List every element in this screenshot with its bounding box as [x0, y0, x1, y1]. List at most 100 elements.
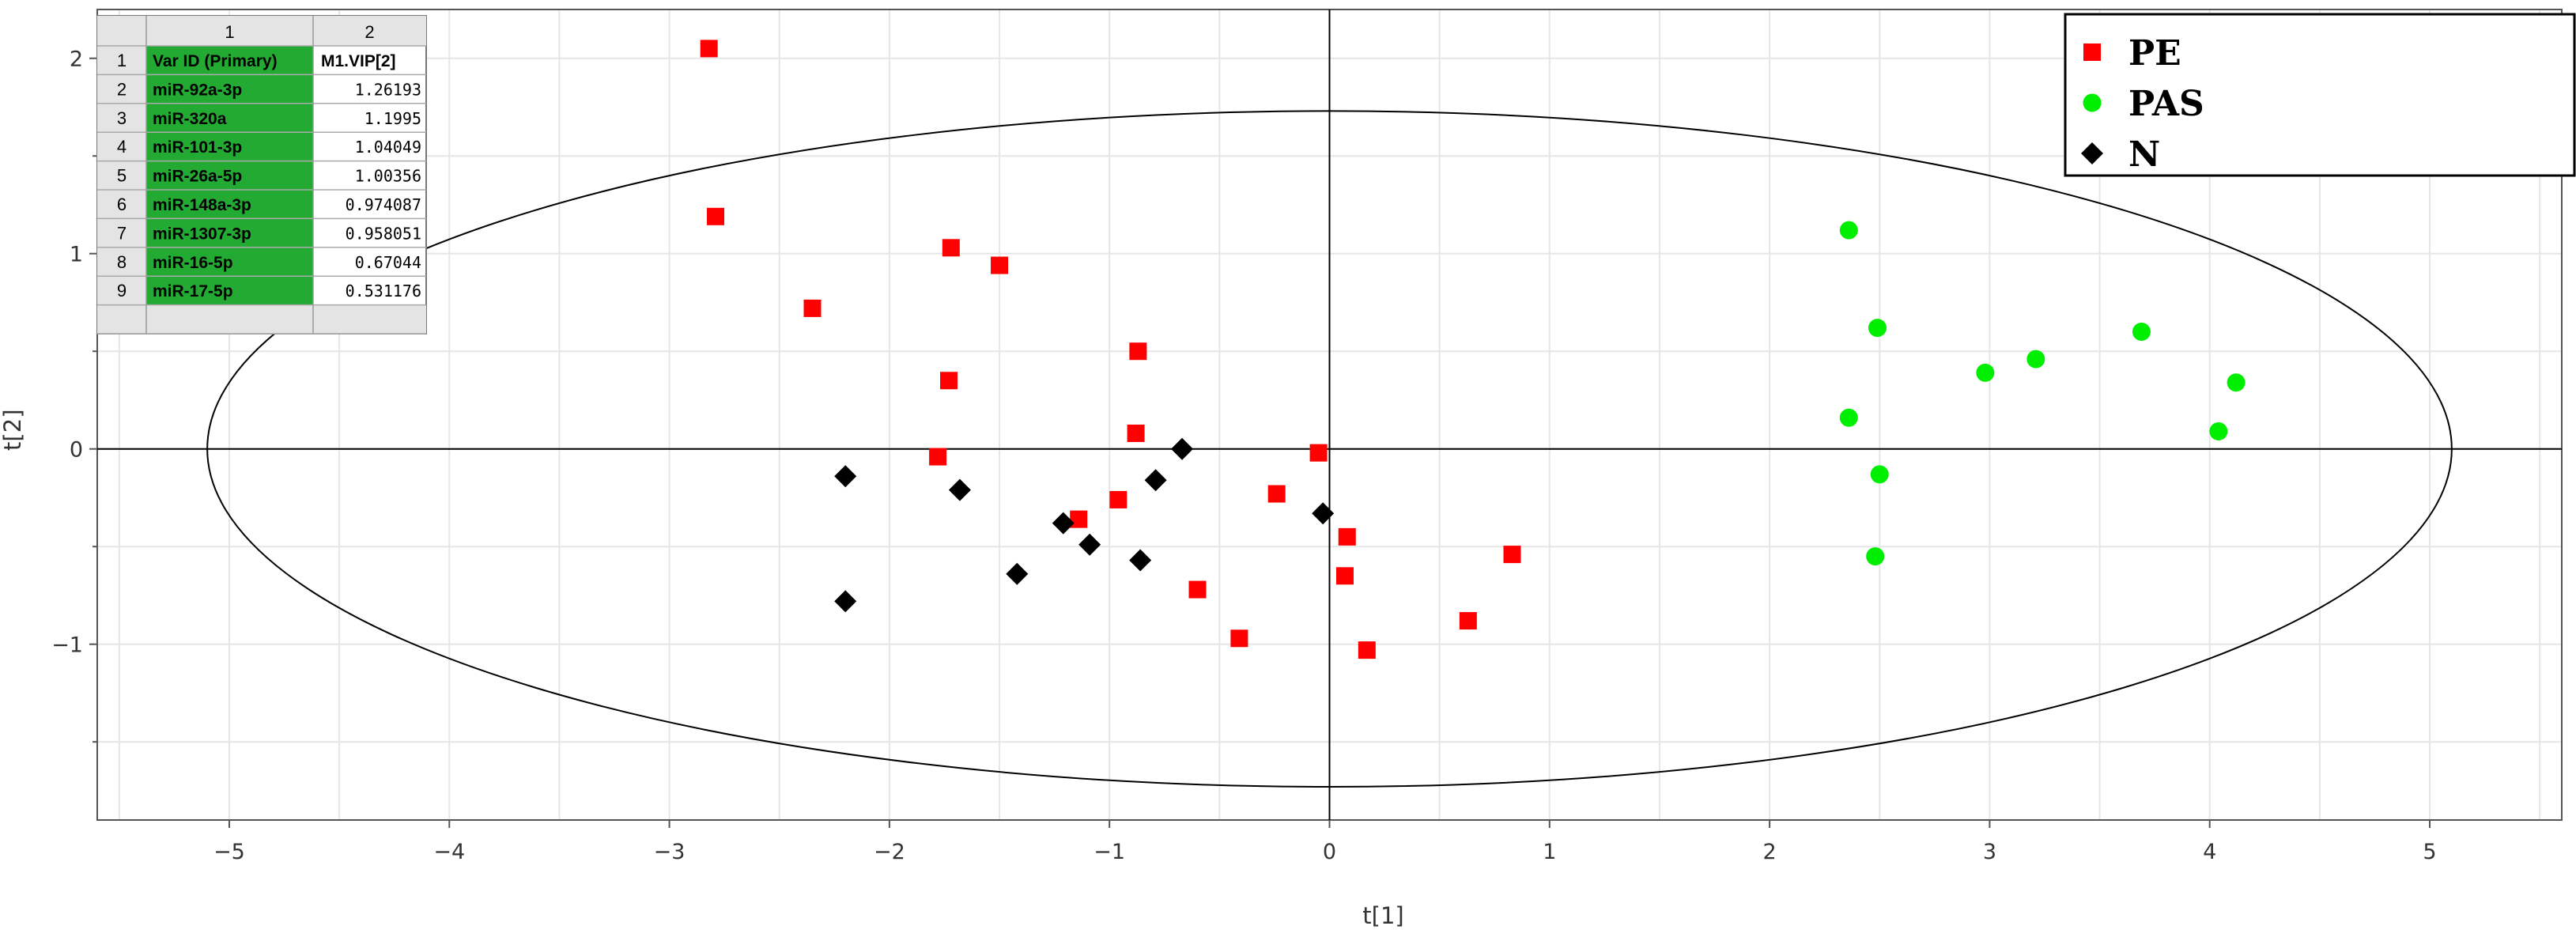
x-tick-label: −2	[874, 840, 905, 864]
point-pe	[707, 207, 725, 225]
legend-marker-n	[2081, 142, 2103, 164]
tick-labels: −5 −4 −3 −2 −1 0 1 2 3 4 5 −1 0 1 2	[51, 47, 2436, 864]
empty-row	[146, 304, 426, 334]
legend-entry-n: N	[2081, 134, 2160, 175]
vip-value-text: 1.00356	[355, 167, 421, 186]
point-n	[1144, 469, 1167, 492]
var-id-text: miR-92a-3p	[153, 81, 242, 99]
column-number-header	[97, 16, 426, 46]
row-number: 2	[117, 79, 127, 99]
vip-value-text: 0.974087	[346, 195, 421, 214]
y-tick-label: 2	[70, 47, 83, 72]
vip-value-text: 0.531176	[346, 282, 421, 300]
legend-label-n: N	[2128, 134, 2160, 175]
point-pe	[1309, 444, 1328, 462]
point-n	[834, 590, 857, 613]
legend-box	[2064, 13, 2576, 177]
point-pas	[1866, 547, 1885, 566]
point-pe	[1127, 424, 1145, 442]
var-id-text: miR-320a	[153, 110, 227, 128]
y-axis-title: t[2]	[0, 409, 26, 450]
row-number: 3	[117, 108, 127, 128]
point-pe	[1358, 641, 1376, 659]
hotelling-ellipse	[206, 110, 2453, 788]
legend-marker-pe	[2083, 43, 2101, 61]
point-pe	[1503, 546, 1521, 564]
vip-value-text: 1.1995	[364, 109, 421, 128]
row-number: 7	[117, 223, 127, 243]
vip-value-text: 0.958051	[346, 224, 421, 243]
legend: PE PAS N	[2064, 13, 2576, 177]
point-pe	[991, 256, 1009, 274]
legend-entry-pe: PE	[2083, 33, 2181, 74]
legend-entry-pas: PAS	[2083, 84, 2204, 124]
y-tick-label: −1	[51, 633, 83, 658]
table-row: 2 miR-92a-3p 1.26193	[117, 74, 421, 104]
point-pas	[2132, 323, 2151, 342]
var-id-text: miR-16-5p	[153, 254, 233, 272]
point-n	[948, 478, 971, 501]
var-id-text: Var ID (Primary)	[153, 52, 278, 70]
x-tick-label: 2	[1763, 840, 1777, 864]
x-tick-label: 3	[1983, 840, 1996, 864]
x-tick-label: 5	[2423, 840, 2436, 864]
point-pas	[1870, 465, 1889, 484]
table-row: 9 miR-17-5p 0.531176	[117, 275, 421, 306]
point-pas	[2227, 373, 2246, 392]
point-n	[1078, 533, 1101, 556]
var-id-cell	[145, 103, 314, 133]
column-number-2: 2	[364, 22, 374, 42]
x-axis-title: t[1]	[1362, 902, 1403, 929]
var-id-cell	[145, 247, 314, 277]
row-number: 9	[117, 281, 127, 300]
point-pe	[1188, 580, 1207, 599]
point-pe	[700, 40, 718, 58]
vip-value-text: 1.26193	[355, 80, 421, 99]
legend-marker-pas	[2083, 93, 2102, 112]
series-pe	[700, 40, 1521, 659]
point-pe	[1338, 527, 1356, 546]
x-tick-label: 4	[2203, 840, 2216, 864]
point-pe	[1070, 510, 1088, 528]
point-n	[834, 465, 857, 488]
point-pas	[2026, 350, 2045, 368]
point-n	[1171, 437, 1194, 460]
row-number: 8	[117, 252, 127, 272]
data-points	[700, 40, 2246, 659]
x-tick-label: −3	[654, 840, 686, 864]
point-pe	[1335, 567, 1354, 585]
var-id-cell	[145, 161, 314, 191]
point-pe	[1459, 612, 1477, 630]
vip-table: 1 2 1 Var ID (Primary) M1.VIP[2] 2 miR-92a-3p 1…	[96, 15, 427, 334]
point-n	[1312, 502, 1335, 525]
row-number: 5	[117, 166, 127, 186]
table-row: 3 miR-320a 1.1995	[117, 103, 421, 133]
legend-label-pas: PAS	[2128, 84, 2204, 124]
x-tick-label: 0	[1323, 840, 1336, 864]
y-tick-label: 1	[70, 243, 83, 267]
var-id-text: miR-1307-3p	[153, 225, 251, 243]
point-pe	[1129, 342, 1147, 361]
row-number: 1	[117, 51, 127, 70]
table-row: 1 Var ID (Primary) M1.VIP[2]	[117, 45, 396, 75]
x-tick-label: −4	[433, 840, 465, 864]
point-pas	[2209, 421, 2228, 440]
var-id-text: miR-17-5p	[153, 282, 233, 300]
point-pe	[1267, 485, 1286, 503]
column-number-1: 1	[225, 22, 234, 42]
point-pe	[1230, 629, 1248, 648]
row-number-column	[97, 16, 146, 334]
point-n	[1129, 549, 1152, 572]
point-pas	[1976, 363, 1995, 382]
x-tick-label: −5	[213, 840, 245, 864]
legend-label-pe: PE	[2128, 33, 2181, 74]
point-pe	[942, 239, 960, 257]
var-id-text: miR-26a-5p	[153, 168, 242, 186]
var-id-text: miR-101-3p	[153, 138, 242, 157]
point-pas	[1839, 408, 1858, 427]
var-id-cell	[145, 217, 314, 248]
vip-value-text: 0.67044	[355, 253, 421, 272]
table-row: 8 miR-16-5p 0.67044	[117, 247, 421, 277]
point-n	[1006, 562, 1029, 585]
var-id-text: miR-148a-3p	[153, 196, 251, 214]
